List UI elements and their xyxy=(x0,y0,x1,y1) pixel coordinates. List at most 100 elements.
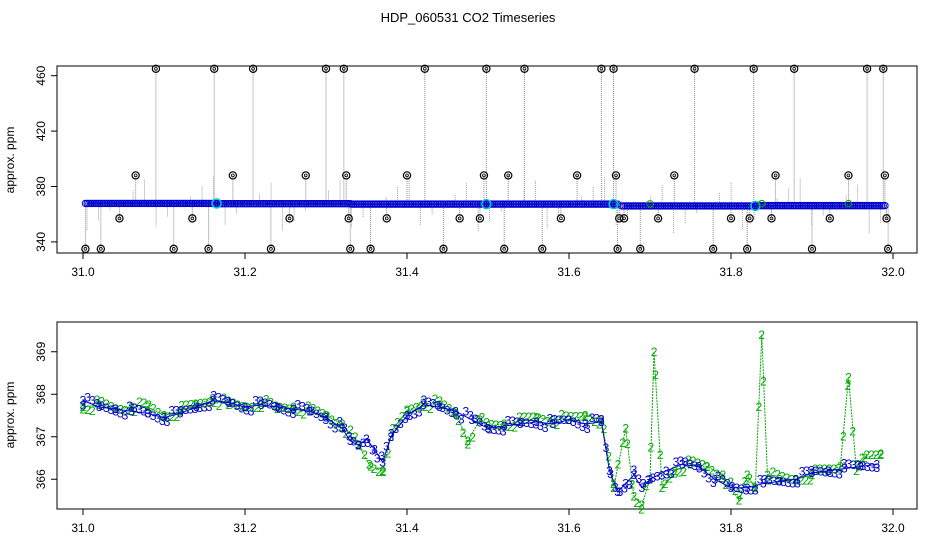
series-marker: 2 xyxy=(197,396,204,410)
series-marker: 2 xyxy=(657,448,664,462)
y-tick-label: 366 xyxy=(34,469,48,489)
x-tick-label: 31.8 xyxy=(719,265,743,279)
series-marker: 3 xyxy=(495,424,502,438)
outlier-point-core xyxy=(342,66,346,71)
series-marker: 3 xyxy=(262,396,269,410)
outlier-point xyxy=(882,214,891,223)
series-data-point: 3 xyxy=(177,406,184,420)
series-marker: 2 xyxy=(371,462,378,476)
outlier-point-core xyxy=(656,216,660,221)
series-data-point: 3 xyxy=(452,404,459,418)
series-data-point: 2 xyxy=(290,400,297,414)
series-marker: 3 xyxy=(150,409,157,423)
series-marker: 3 xyxy=(705,471,712,485)
series-marker: 3 xyxy=(341,421,348,435)
series-marker: 2 xyxy=(141,396,148,410)
outlier-point xyxy=(597,64,606,73)
series-marker: 3 xyxy=(519,416,526,430)
series-data-point: 2 xyxy=(258,396,265,410)
series-marker: 2 xyxy=(840,430,847,444)
series-marker: 3 xyxy=(528,417,535,431)
outlier-point xyxy=(479,171,489,180)
series-marker: 3 xyxy=(789,476,796,490)
series-marker: 2 xyxy=(188,397,195,411)
x-tick-label: 31.8 xyxy=(719,521,743,535)
series-data-point: 3 xyxy=(339,421,346,435)
series-marker: 2 xyxy=(784,471,791,485)
series-data-point: 2 xyxy=(367,460,374,474)
series-marker: 2 xyxy=(812,462,819,476)
series-data-point: 3 xyxy=(404,409,411,423)
series-data-point: 2 xyxy=(630,489,637,503)
secondary-point xyxy=(758,199,766,208)
series-data-point: 3 xyxy=(776,474,783,488)
series-data-point: 3 xyxy=(622,477,629,491)
series-marker: 3 xyxy=(663,467,670,481)
outlier-point xyxy=(538,244,547,254)
series-marker: 3 xyxy=(817,465,824,479)
series-marker: 3 xyxy=(603,441,610,455)
series-marker: 3 xyxy=(234,399,241,413)
series-marker: 2 xyxy=(727,475,734,489)
series-marker: 3 xyxy=(290,407,297,421)
series-data-point: 2 xyxy=(598,413,605,427)
series-marker: 2 xyxy=(488,417,495,431)
series-data-point: 3 xyxy=(420,398,427,412)
series-marker: 3 xyxy=(477,416,484,430)
series-marker: 3 xyxy=(514,415,521,429)
series-marker: 2 xyxy=(540,413,547,427)
outlier-point-core xyxy=(745,247,749,251)
series-marker: 2 xyxy=(854,457,861,471)
series-data-point: 3 xyxy=(663,464,670,478)
series-marker: 3 xyxy=(192,402,199,416)
series-marker: 2 xyxy=(831,462,838,476)
series-data-point: 2 xyxy=(752,481,759,495)
series-marker: 3 xyxy=(322,413,329,427)
series-marker: 3 xyxy=(308,404,315,418)
outlier-point-core xyxy=(482,173,486,178)
series-marker: 2 xyxy=(319,406,326,420)
series-marker: 2 xyxy=(624,437,631,451)
series-marker: 3 xyxy=(799,465,806,479)
series-marker: 2 xyxy=(249,401,256,415)
series-marker: 2 xyxy=(718,471,725,485)
series-marker: 3 xyxy=(668,467,675,481)
y-tick-label: 369 xyxy=(34,341,48,361)
series-data-point: 2 xyxy=(274,402,281,416)
series-marker: 3 xyxy=(612,480,619,494)
series-marker: 2 xyxy=(441,398,448,412)
outlier-point-core xyxy=(206,247,211,251)
series-marker: 2 xyxy=(103,397,110,411)
series-marker: 3 xyxy=(743,483,750,497)
bottom-y-axis-label: approx. ppm xyxy=(3,382,17,449)
series-data-point: 2 xyxy=(878,447,885,461)
series-marker: 3 xyxy=(145,407,152,421)
top-y-axis: 340 380 420 460 xyxy=(34,65,57,252)
series-marker: 2 xyxy=(511,421,518,435)
series-marker: 3 xyxy=(570,415,577,429)
series-marker: 2 xyxy=(615,458,622,472)
x-tick-label: 31.6 xyxy=(557,265,581,279)
series-marker: 3 xyxy=(299,399,306,413)
outlier-point-core xyxy=(883,173,887,178)
series-marker: 3 xyxy=(201,401,208,415)
series-data-point: 3 xyxy=(647,472,654,486)
bottom-plot-frame xyxy=(56,321,918,510)
series-marker: 2 xyxy=(314,404,321,418)
series-data-point: 3 xyxy=(517,417,524,431)
series-marker: 2 xyxy=(859,451,866,465)
series-marker: 3 xyxy=(677,454,684,468)
series-data-point: 3 xyxy=(112,402,119,416)
outlier-point xyxy=(771,171,780,180)
series-data-point: 3 xyxy=(857,460,864,474)
series-marker: 2 xyxy=(826,462,833,476)
series-marker: 2 xyxy=(732,484,739,498)
series-data-point: 3 xyxy=(841,462,848,476)
outlier-point xyxy=(475,214,485,223)
series-marker: 2 xyxy=(666,472,673,486)
series-marker: 2 xyxy=(150,402,157,416)
series-marker: 3 xyxy=(607,467,614,481)
series-marker: 3 xyxy=(140,405,147,419)
outlier-point xyxy=(188,214,197,223)
series-marker: 3 xyxy=(220,392,227,406)
